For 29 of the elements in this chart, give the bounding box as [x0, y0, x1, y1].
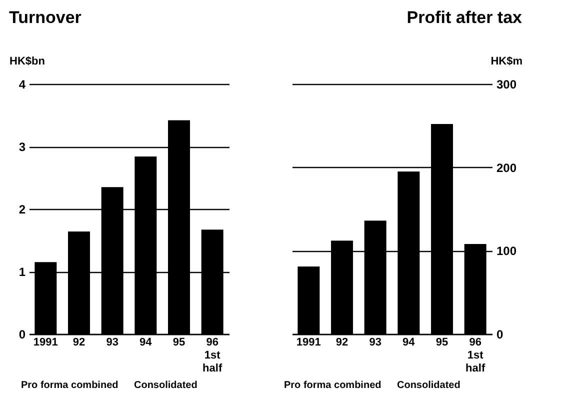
- y2-tick-label: 200: [496, 160, 517, 175]
- x-tick-label: 96 1st half: [466, 336, 486, 374]
- x-tick-label: 95: [172, 336, 186, 348]
- y2-tick-label: 300: [496, 78, 517, 92]
- x-tick-label: 1991: [33, 336, 58, 348]
- y2-axis-title: HK$m: [490, 56, 523, 68]
- x-tick-label: 93: [369, 336, 382, 348]
- x-tick-label: 92: [72, 336, 86, 348]
- x-tick-label: 95: [436, 336, 448, 348]
- y-tick-label: 3: [18, 140, 26, 154]
- chart-title: Profit after tax: [406, 8, 523, 27]
- chart-title: Turnover: [9, 8, 82, 27]
- text: Pro forma combined: [284, 380, 382, 391]
- x-tick-label: 93: [106, 336, 118, 348]
- x-tick-label: 94: [402, 336, 416, 348]
- text: Pro forma combined: [21, 380, 118, 391]
- y-axis-title: HK$bn: [10, 56, 46, 68]
- x-tick-label: 92: [336, 336, 348, 348]
- text: Consolidated: [134, 380, 198, 391]
- y2-tick-label: 0: [496, 328, 504, 342]
- y-tick-label: 1: [18, 265, 26, 279]
- x-tick-label: 1991: [296, 336, 321, 348]
- y-tick-label: 2: [18, 202, 26, 216]
- y-tick-label: 0: [18, 328, 26, 342]
- x-tick-label: 94: [140, 336, 153, 348]
- y-tick-label: 4: [18, 78, 26, 92]
- text: Consolidated: [396, 380, 460, 391]
- y2-tick-label: 100: [496, 244, 517, 258]
- x-tick-label: 96 1st half: [202, 336, 222, 374]
